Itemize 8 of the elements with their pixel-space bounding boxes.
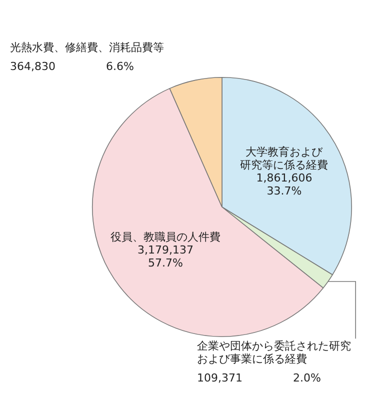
slice-label: 役員、教職員の人件費: [110, 230, 221, 244]
slice-label: 光熱水費、修繕費、消耗品費等: [10, 40, 164, 54]
data-label: 1,861,606 33.7%: [256, 172, 312, 198]
data-label: 3,179,137 57.7%: [138, 243, 194, 270]
text: 364,830 6.6%: [10, 60, 134, 73]
slice-label: 大学教育および研究等に係る経費: [240, 146, 328, 172]
text: 109,371 2.0%: [197, 371, 321, 384]
slice-label: 企業や団体から委託された研究および事業に係る経費: [197, 339, 351, 366]
